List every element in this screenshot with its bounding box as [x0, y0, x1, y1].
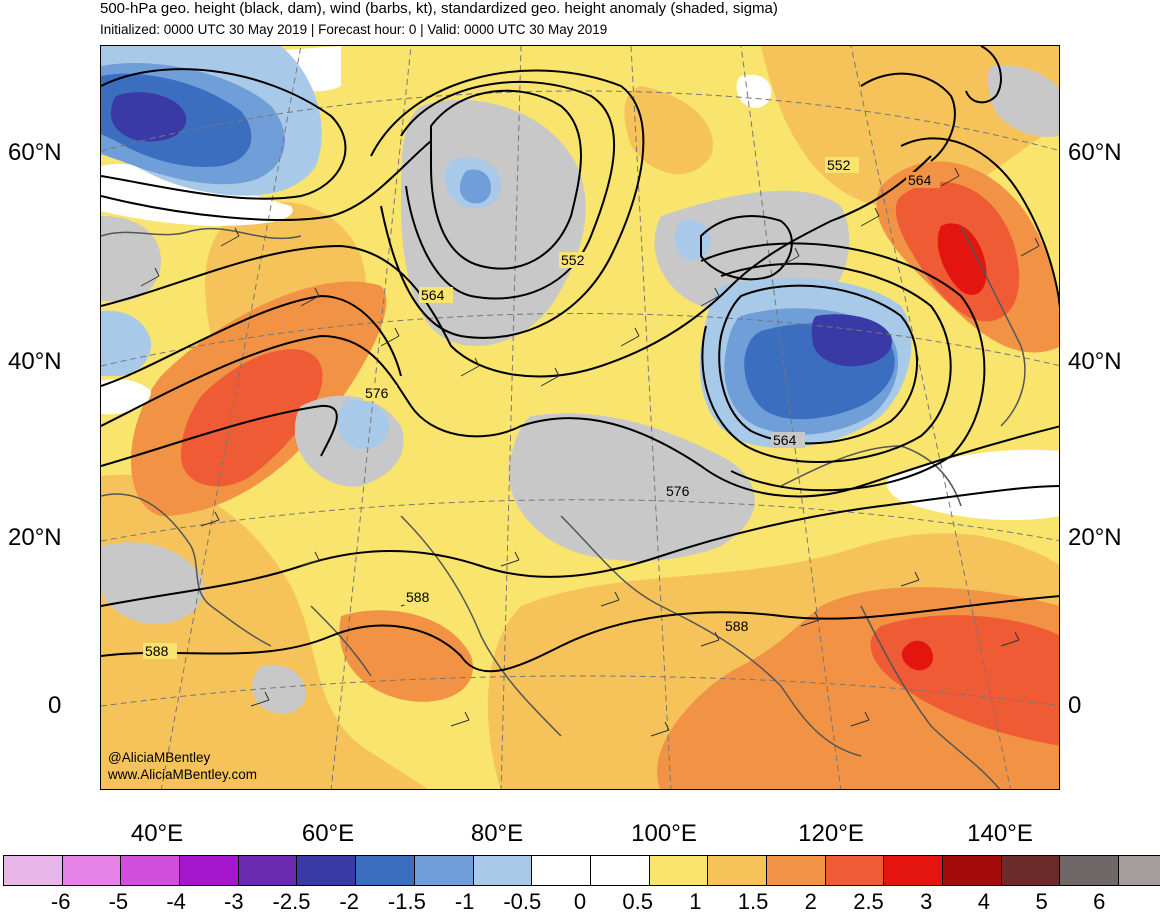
lat-label-left: 0: [48, 692, 62, 719]
colorbar-swatch: [589, 855, 649, 886]
contour-label: 588: [145, 643, 169, 659]
contour-label: 588: [406, 589, 430, 605]
lat-label-right: 60°N: [1068, 139, 1122, 166]
colorbar-swatch: [707, 855, 766, 886]
colorbar-tick-label: -1: [454, 889, 475, 914]
anomaly-field-white: [101, 46, 1059, 520]
colorbar-swatch: [531, 855, 590, 886]
colorbar-tick-label: 2.5: [853, 889, 884, 914]
colorbar-tick-label: 3: [920, 889, 933, 914]
contour-label: 552: [561, 252, 585, 268]
colorbar-tick-label: -1.5: [387, 889, 426, 914]
colorbar-tick-label: 0.5: [622, 889, 653, 914]
colorbar-swatch: [824, 855, 884, 886]
lat-label-left: 40°N: [8, 348, 62, 375]
colorbar-swatch: [413, 855, 473, 886]
colorbar-tick-label: 0: [573, 889, 587, 914]
lon-label: 80°E: [470, 820, 524, 847]
colorbar-swatch: [3, 855, 62, 886]
colorbar-tick-label: 4: [977, 889, 991, 914]
graticule: [101, 46, 1059, 789]
anomaly-field-2.5to3: [901, 223, 987, 671]
contour-label: 576: [666, 483, 690, 499]
colorbar-tick-label: -6: [50, 889, 71, 914]
colorbar-swatch: [648, 855, 708, 886]
lon-label: 40°E: [130, 820, 184, 847]
lat-label-right: 0: [1068, 692, 1082, 719]
colorbar: [3, 855, 1160, 886]
contour-label: 552: [827, 157, 851, 173]
colorbar-tick-label: -3: [224, 889, 244, 914]
contour-label: 564: [773, 432, 797, 448]
colorbar-tick-label: 1: [689, 889, 702, 914]
colorbar-swatch: [120, 855, 180, 886]
contour-label: 564: [908, 172, 932, 188]
colorbar-tick-label: -0.5: [503, 889, 542, 914]
colorbar-swatch: [942, 855, 1001, 886]
credit-website: www.AliciaMBentley.com: [108, 767, 258, 782]
contour-label: 588: [725, 618, 749, 634]
colorbar-tick-label: 1.5: [737, 889, 769, 914]
colorbar-swatch: [1059, 855, 1119, 886]
colorbar-swatch: [1000, 855, 1060, 886]
contour-label: 564: [421, 287, 445, 303]
colorbar-swatch: [765, 855, 825, 886]
contour-labels: 552 552 564 564 576 564 576 588 588 588: [143, 157, 940, 659]
lat-label-right: 40°N: [1068, 348, 1122, 375]
colorbar-swatch: [355, 855, 414, 886]
colorbar-tick-label: 2: [804, 889, 817, 914]
lat-label-left: 20°N: [8, 524, 62, 551]
colorbar-tick-label: -4: [166, 889, 186, 914]
map-title: 500-hPa geo. height (black, dam), wind (…: [100, 0, 778, 17]
credit-handle: @AliciaMBentley: [108, 750, 211, 765]
colorbar-tick-label: -2.5: [272, 889, 311, 914]
contour-label: 576: [365, 385, 389, 401]
lat-label-right: 20°N: [1068, 524, 1122, 551]
map-subtitle: Initialized: 0000 UTC 30 May 2019 | Fore…: [100, 22, 608, 37]
colorbar-swatch: [296, 855, 356, 886]
colorbar-swatch: [1118, 855, 1160, 886]
colorbar-tick-label: -2: [339, 889, 359, 914]
lat-label-left: 60°N: [8, 139, 62, 166]
colorbar-tick-label: -5: [108, 889, 129, 914]
map-panel: 552 552 564 564 576 564 576 588 588 588: [100, 45, 1060, 790]
colorbar-swatch: [883, 855, 942, 886]
height-contours: [101, 46, 1059, 673]
lon-label: 60°E: [301, 820, 355, 847]
lon-label: 120°E: [798, 820, 864, 847]
colorbar-swatch: [237, 855, 297, 886]
lon-label: 100°E: [631, 820, 697, 847]
wind-barbs: [140, 167, 1040, 737]
anomaly-map: 552 552 564 564 576 564 576 588 588 588: [101, 46, 1059, 789]
colorbar-swatch: [61, 855, 121, 886]
colorbar-swatch: [179, 855, 238, 886]
colorbar-tick-label: 5: [1035, 889, 1048, 914]
colorbar-swatch: [472, 855, 532, 886]
colorbar-tick-label: 6: [1093, 889, 1106, 914]
lon-label: 140°E: [967, 820, 1033, 847]
